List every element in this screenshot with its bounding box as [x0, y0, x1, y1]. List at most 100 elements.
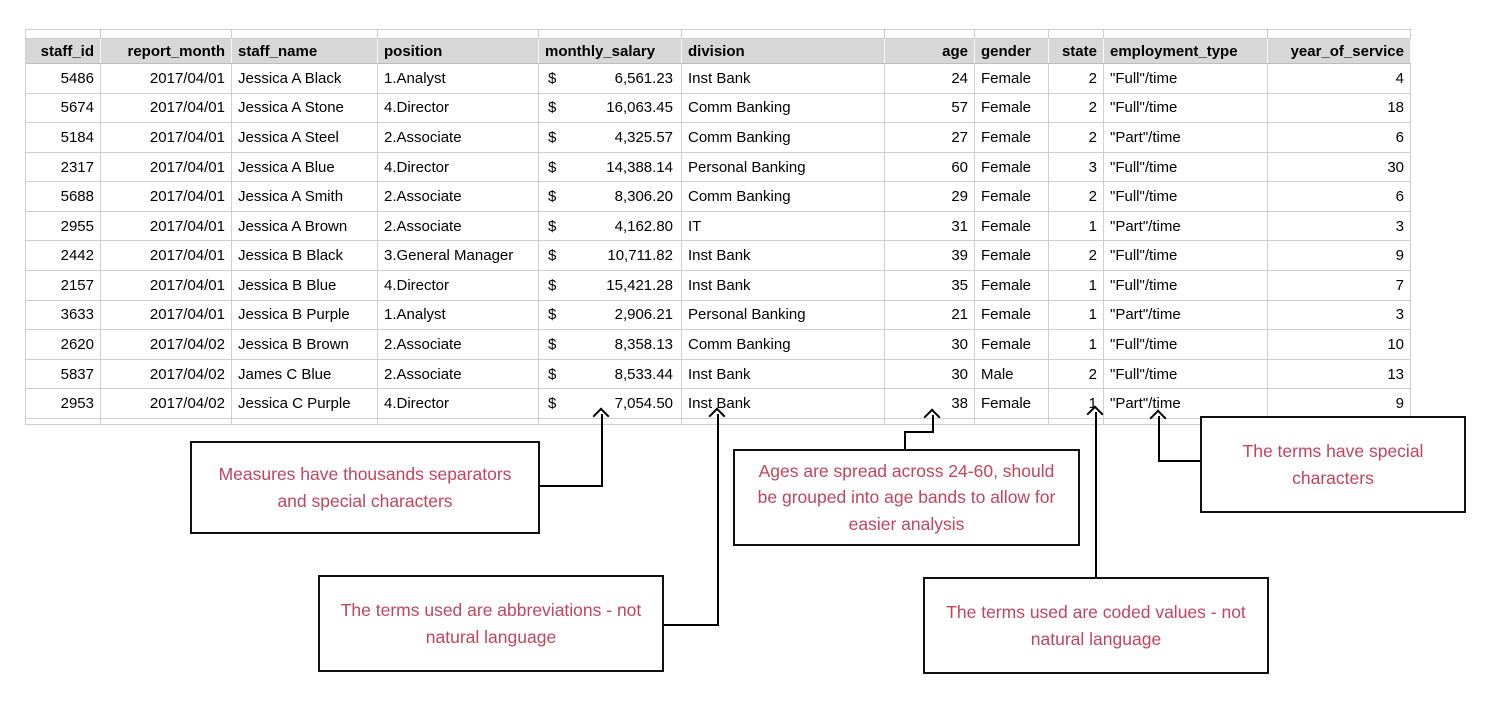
cell-gender[interactable]: Female — [975, 93, 1049, 123]
cell-report_month[interactable]: 2017/04/02 — [101, 389, 232, 418]
cell-monthly_salary[interactable]: $8,533.44 — [539, 359, 682, 389]
cell-gender[interactable]: Female — [975, 241, 1049, 271]
cell-state[interactable]: 1 — [1049, 300, 1104, 330]
cell-gender[interactable]: Female — [975, 152, 1049, 182]
column-header-gender[interactable]: gender — [975, 39, 1049, 63]
cell-state[interactable]: 1 — [1049, 389, 1104, 418]
cell-staff_id[interactable]: 2955 — [26, 211, 101, 241]
cell-division[interactable]: Comm Banking — [682, 123, 885, 152]
cell-employment_type[interactable]: "Full"/time — [1104, 359, 1268, 389]
cell-year_of_service[interactable]: 13 — [1268, 359, 1411, 389]
cell-position[interactable]: 1.Analyst — [378, 300, 539, 330]
cell-age[interactable]: 57 — [885, 93, 975, 123]
cell-monthly_salary[interactable]: $7,054.50 — [539, 389, 682, 418]
cell-age[interactable]: 60 — [885, 152, 975, 182]
cell-employment_type[interactable]: "Full"/time — [1104, 93, 1268, 123]
cell-state[interactable]: 2 — [1049, 182, 1104, 211]
cell-employment_type[interactable]: "Part"/time — [1104, 123, 1268, 152]
column-header-division[interactable]: division — [682, 39, 885, 63]
cell-year_of_service[interactable]: 7 — [1268, 271, 1411, 300]
cell-monthly_salary[interactable]: $8,306.20 — [539, 182, 682, 211]
cell-division[interactable]: Inst Bank — [682, 241, 885, 271]
cell-monthly_salary[interactable]: $4,162.80 — [539, 211, 682, 241]
cell-monthly_salary[interactable]: $10,711.82 — [539, 241, 682, 271]
cell-staff_name[interactable]: Jessica A Black — [232, 64, 378, 93]
column-header-staff_name[interactable]: staff_name — [232, 39, 378, 63]
cell-division[interactable]: Personal Banking — [682, 300, 885, 330]
cell-staff_name[interactable]: James C Blue — [232, 359, 378, 389]
cell-position[interactable]: 2.Associate — [378, 330, 539, 359]
column-header-employment_type[interactable]: employment_type — [1104, 39, 1268, 63]
cell-staff_id[interactable]: 2620 — [26, 330, 101, 359]
cell-staff_name[interactable]: Jessica B Black — [232, 241, 378, 271]
cell-employment_type[interactable]: "Full"/time — [1104, 182, 1268, 211]
cell-division[interactable]: Inst Bank — [682, 271, 885, 300]
cell-gender[interactable]: Female — [975, 182, 1049, 211]
cell-staff_id[interactable]: 5486 — [26, 64, 101, 93]
cell-report_month[interactable]: 2017/04/01 — [101, 241, 232, 271]
column-header-age[interactable]: age — [885, 39, 975, 63]
cell-staff_name[interactable]: Jessica A Smith — [232, 182, 378, 211]
cell-age[interactable]: 27 — [885, 123, 975, 152]
cell-gender[interactable]: Female — [975, 211, 1049, 241]
cell-division[interactable]: Personal Banking — [682, 152, 885, 182]
cell-staff_name[interactable]: Jessica A Brown — [232, 211, 378, 241]
cell-state[interactable]: 3 — [1049, 152, 1104, 182]
cell-position[interactable]: 3.General Manager — [378, 241, 539, 271]
cell-staff_name[interactable]: Jessica B Purple — [232, 300, 378, 330]
cell-state[interactable]: 2 — [1049, 93, 1104, 123]
cell-report_month[interactable]: 2017/04/01 — [101, 152, 232, 182]
cell-monthly_salary[interactable]: $14,388.14 — [539, 152, 682, 182]
cell-division[interactable]: Comm Banking — [682, 182, 885, 211]
cell-position[interactable]: 2.Associate — [378, 182, 539, 211]
cell-position[interactable]: 2.Associate — [378, 123, 539, 152]
cell-year_of_service[interactable]: 3 — [1268, 211, 1411, 241]
cell-age[interactable]: 30 — [885, 330, 975, 359]
cell-gender[interactable]: Female — [975, 389, 1049, 418]
cell-gender[interactable]: Female — [975, 123, 1049, 152]
cell-staff_id[interactable]: 3633 — [26, 300, 101, 330]
cell-position[interactable]: 2.Associate — [378, 211, 539, 241]
cell-age[interactable]: 31 — [885, 211, 975, 241]
cell-staff_name[interactable]: Jessica C Purple — [232, 389, 378, 418]
cell-employment_type[interactable]: "Full"/time — [1104, 330, 1268, 359]
cell-staff_id[interactable]: 5674 — [26, 93, 101, 123]
cell-staff_id[interactable]: 2442 — [26, 241, 101, 271]
cell-monthly_salary[interactable]: $15,421.28 — [539, 271, 682, 300]
cell-monthly_salary[interactable]: $6,561.23 — [539, 64, 682, 93]
column-header-year_of_service[interactable]: year_of_service — [1268, 39, 1411, 63]
cell-division[interactable]: Inst Bank — [682, 359, 885, 389]
cell-year_of_service[interactable]: 9 — [1268, 389, 1411, 418]
column-header-staff_id[interactable]: staff_id — [26, 39, 101, 63]
cell-age[interactable]: 24 — [885, 64, 975, 93]
cell-staff_id[interactable]: 2157 — [26, 271, 101, 300]
cell-age[interactable]: 21 — [885, 300, 975, 330]
cell-monthly_salary[interactable]: $4,325.57 — [539, 123, 682, 152]
cell-report_month[interactable]: 2017/04/02 — [101, 330, 232, 359]
cell-year_of_service[interactable]: 18 — [1268, 93, 1411, 123]
cell-staff_id[interactable]: 2953 — [26, 389, 101, 418]
cell-staff_name[interactable]: Jessica B Blue — [232, 271, 378, 300]
cell-age[interactable]: 35 — [885, 271, 975, 300]
cell-age[interactable]: 38 — [885, 389, 975, 418]
cell-year_of_service[interactable]: 6 — [1268, 182, 1411, 211]
column-header-monthly_salary[interactable]: monthly_salary — [539, 39, 682, 63]
cell-division[interactable]: Comm Banking — [682, 330, 885, 359]
cell-year_of_service[interactable]: 10 — [1268, 330, 1411, 359]
cell-state[interactable]: 2 — [1049, 359, 1104, 389]
cell-state[interactable]: 1 — [1049, 330, 1104, 359]
cell-report_month[interactable]: 2017/04/01 — [101, 123, 232, 152]
cell-year_of_service[interactable]: 30 — [1268, 152, 1411, 182]
cell-monthly_salary[interactable]: $16,063.45 — [539, 93, 682, 123]
cell-gender[interactable]: Male — [975, 359, 1049, 389]
cell-report_month[interactable]: 2017/04/02 — [101, 359, 232, 389]
cell-position[interactable]: 4.Director — [378, 271, 539, 300]
cell-staff_id[interactable]: 2317 — [26, 152, 101, 182]
cell-monthly_salary[interactable]: $8,358.13 — [539, 330, 682, 359]
cell-gender[interactable]: Female — [975, 330, 1049, 359]
cell-monthly_salary[interactable]: $2,906.21 — [539, 300, 682, 330]
cell-staff_name[interactable]: Jessica B Brown — [232, 330, 378, 359]
cell-division[interactable]: Inst Bank — [682, 389, 885, 418]
cell-gender[interactable]: Female — [975, 271, 1049, 300]
cell-position[interactable]: 4.Director — [378, 93, 539, 123]
